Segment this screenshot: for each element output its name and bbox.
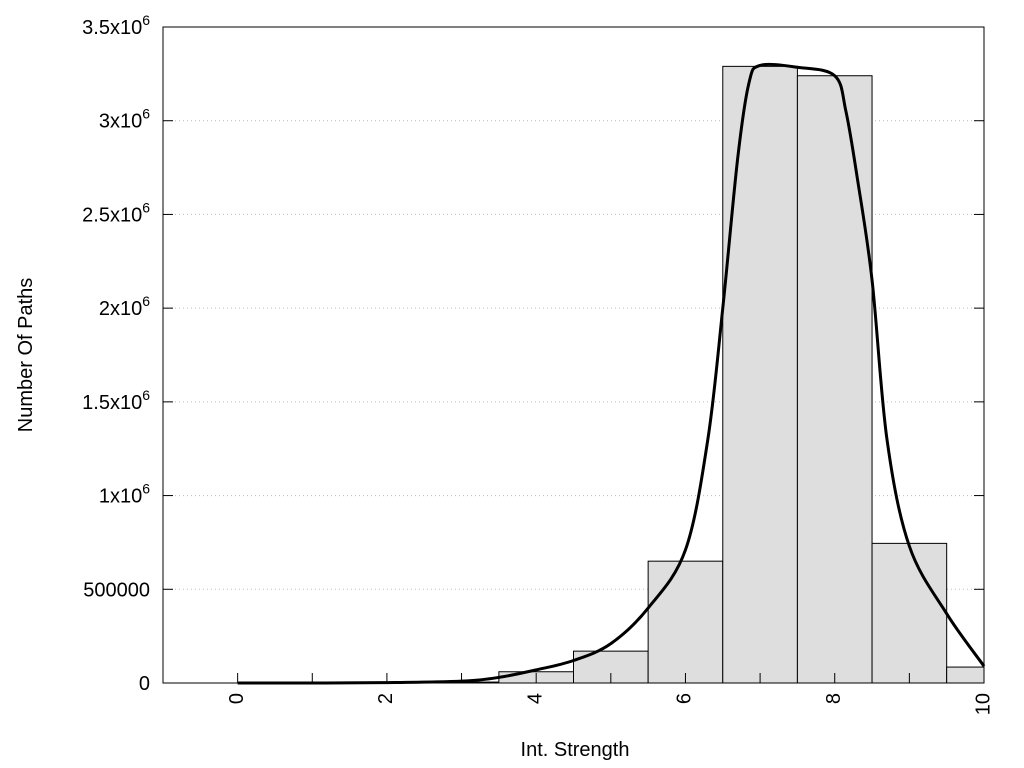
- x-axis-title: Int. Strength: [521, 739, 630, 761]
- x-tick-label: 0: [226, 693, 248, 704]
- y-axis: 0 500000 1x106 1.5x106 2x106 2.5x106 3x106 3.5x…: [82, 12, 984, 695]
- y-tick-label: 3.5x106: [82, 12, 150, 39]
- fit-curve: [237, 62, 986, 685]
- x-tick-label: 4: [524, 693, 546, 704]
- x-tick-label: 6: [674, 693, 696, 704]
- y-tick-label: 500000: [83, 579, 150, 601]
- fit-curve-layer: [237, 62, 986, 685]
- histogram-bars: [423, 65, 985, 684]
- x-axis: 0 2 4 6 8 10: [226, 673, 994, 715]
- x-tick-label: 10: [972, 693, 994, 715]
- histogram-bar: [871, 542, 948, 684]
- y-axis-title: Number Of Paths: [15, 278, 37, 433]
- x-tick-label: 2: [375, 693, 397, 704]
- histogram-bar: [946, 666, 985, 684]
- y-tick-label: 3x106: [99, 106, 150, 133]
- histogram-bar: [796, 75, 873, 684]
- y-tick-label: 0: [139, 673, 150, 695]
- y-tick-label: 2x106: [99, 293, 150, 320]
- x-tick-label: 8: [823, 693, 845, 704]
- y-tick-label: 2.5x106: [82, 199, 150, 226]
- histogram-bar: [647, 560, 724, 684]
- y-tick-label: 1x106: [99, 481, 150, 508]
- y-tick-label: 1.5x106: [82, 387, 150, 414]
- plot-frame: [162, 26, 985, 684]
- histogram-bar: [722, 65, 798, 684]
